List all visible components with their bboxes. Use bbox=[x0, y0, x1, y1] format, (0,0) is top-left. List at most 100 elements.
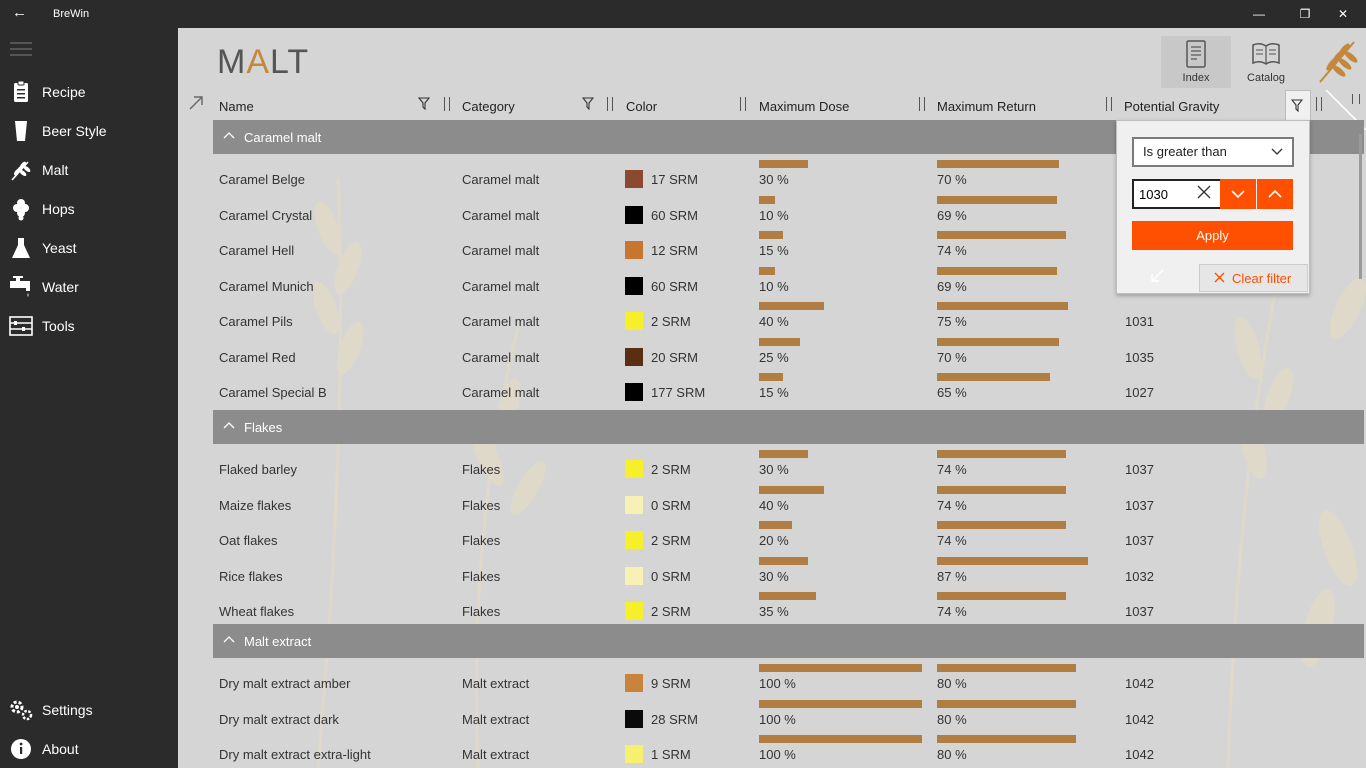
dose-bar bbox=[759, 485, 824, 494]
cell-category: Malt extract bbox=[462, 747, 530, 762]
cell-maximum-dose: 15 % bbox=[759, 385, 789, 400]
cell-maximum-dose: 20 % bbox=[759, 533, 789, 548]
back-arrow-icon[interactable]: ← bbox=[12, 4, 27, 21]
column-header-maximum-return[interactable]: Maximum Return bbox=[931, 90, 1118, 120]
table-row[interactable]: Caramel Red Caramel malt 20 SRM 25 % 70 % 103… bbox=[213, 332, 1364, 367]
cell-maximum-dose: 25 % bbox=[759, 349, 789, 365]
collapse-arrow-icon[interactable] bbox=[1149, 268, 1165, 284]
close-button[interactable]: ✕ bbox=[1337, 7, 1349, 21]
catalog-button[interactable]: Catalog bbox=[1231, 36, 1301, 88]
column-resize-handle[interactable] bbox=[607, 97, 613, 111]
increment-button[interactable] bbox=[1257, 179, 1293, 209]
info-icon bbox=[11, 739, 31, 759]
cell-maximum-return: 74 % bbox=[937, 462, 967, 477]
column-header-maximum-dose[interactable]: Maximum Dose bbox=[753, 90, 930, 120]
column-resize-handle[interactable] bbox=[919, 97, 925, 111]
color-swatch bbox=[625, 602, 643, 620]
clear-filter-button[interactable]: Clear filter bbox=[1199, 264, 1308, 292]
sidebar-item-about[interactable]: About bbox=[0, 729, 178, 768]
cell-category: Caramel malt bbox=[462, 243, 540, 258]
cell-name: Caramel Pils bbox=[219, 314, 293, 329]
wheat-logo-icon bbox=[1319, 41, 1358, 83]
group-label: Caramel malt bbox=[244, 130, 322, 145]
sidebar-item-beer-style[interactable]: Beer Style bbox=[0, 111, 178, 150]
cell-maximum-dose: 40 % bbox=[759, 314, 789, 329]
column-header-name[interactable]: Name bbox=[213, 90, 456, 120]
return-bar bbox=[937, 195, 1057, 204]
cell-category: Caramel malt bbox=[462, 349, 540, 365]
sidebar-item-hops[interactable]: Hops bbox=[0, 189, 178, 228]
filter-operator-dropdown[interactable]: Is greater than bbox=[1132, 137, 1294, 167]
column-resize-handle[interactable] bbox=[1316, 97, 1322, 111]
table-row[interactable]: Maize flakes Flakes 0 SRM 40 % 74 % 1037 bbox=[213, 480, 1364, 515]
sidebar: Recipe Beer Style Malt Hops Yeast Water … bbox=[0, 28, 178, 768]
sidebar-item-yeast[interactable]: Yeast bbox=[0, 228, 178, 267]
sidebar-item-settings[interactable]: Settings bbox=[0, 690, 178, 729]
return-bar bbox=[937, 160, 1059, 168]
cell-name: Caramel Special B bbox=[219, 385, 327, 400]
flask-icon bbox=[12, 238, 30, 258]
cell-name: Dry malt extract amber bbox=[219, 676, 351, 691]
chevron-up-icon[interactable] bbox=[223, 420, 235, 430]
sidebar-item-recipe[interactable]: Recipe bbox=[0, 72, 178, 111]
maximize-button[interactable]: ❐ bbox=[1299, 7, 1311, 21]
table-row[interactable]: Dry malt extract amber Malt extract 9 SRM 1… bbox=[213, 658, 1364, 693]
column-header-category[interactable]: Category bbox=[456, 90, 619, 120]
filter-icon[interactable] bbox=[418, 97, 430, 110]
color-swatch bbox=[625, 495, 643, 514]
table-row[interactable]: Dry malt extract extra-light Malt extract… bbox=[213, 729, 1364, 764]
cell-color: 17 SRM bbox=[651, 172, 698, 187]
table-row[interactable]: Caramel Special B Caramel malt 177 SRM 15 %… bbox=[213, 367, 1364, 402]
clear-input-icon[interactable] bbox=[1197, 185, 1211, 199]
scrollbar-thumb[interactable] bbox=[1359, 134, 1362, 279]
table-row[interactable]: Caramel Belge Caramel malt 17 SRM 30 % 70 % bbox=[213, 154, 1364, 189]
table-row[interactable]: Caramel Crystal Caramel malt 60 SRM 10 % 69 … bbox=[213, 190, 1364, 225]
column-header-color[interactable]: Color bbox=[620, 90, 752, 120]
sidebar-item-label: Recipe bbox=[42, 84, 86, 100]
hamburger-menu-icon[interactable] bbox=[10, 42, 32, 58]
table-row[interactable]: Oat flakes Flakes 2 SRM 20 % 74 % 1037 bbox=[213, 515, 1364, 550]
sidebar-item-label: Tools bbox=[42, 318, 75, 334]
gravity-filter-toggle[interactable] bbox=[1285, 90, 1311, 121]
chevron-down-icon bbox=[1271, 148, 1283, 155]
page-title: MALT bbox=[217, 43, 310, 81]
chevron-up-icon[interactable] bbox=[223, 130, 235, 140]
table-row[interactable]: Caramel Pils Caramel malt 2 SRM 40 % 75 % 103… bbox=[213, 296, 1364, 331]
decrement-button[interactable] bbox=[1220, 179, 1256, 209]
index-button[interactable]: Index bbox=[1161, 36, 1231, 88]
column-resize-handle[interactable] bbox=[740, 97, 746, 111]
group-header[interactable]: Malt extract bbox=[213, 624, 1364, 658]
table-row[interactable]: Rice flakes Flakes 0 SRM 30 % 87 % 1032 bbox=[213, 551, 1364, 586]
cell-color: 177 SRM bbox=[651, 385, 706, 400]
cell-name: Caramel Munich bbox=[219, 278, 314, 294]
column-header-potential-gravity[interactable]: Potential Gravity bbox=[1124, 99, 1220, 114]
dose-bar bbox=[759, 302, 824, 310]
apply-button[interactable]: Apply bbox=[1132, 221, 1293, 250]
catalog-label: Catalog bbox=[1247, 72, 1285, 84]
filter-icon[interactable] bbox=[582, 97, 594, 110]
sidebar-item-malt[interactable]: Malt bbox=[0, 150, 178, 189]
chevron-up-icon[interactable] bbox=[223, 634, 235, 644]
cell-potential-gravity: 1042 bbox=[1125, 676, 1154, 691]
minimize-button[interactable]: — bbox=[1253, 7, 1265, 21]
table-row[interactable]: Caramel Hell Caramel malt 12 SRM 15 % 74 % bbox=[213, 225, 1364, 260]
table-row[interactable]: Caramel Munich Caramel malt 60 SRM 10 % 69 % bbox=[213, 261, 1364, 296]
column-resize-handle[interactable] bbox=[1352, 94, 1360, 104]
table-row[interactable]: Dry malt extract dark Malt extract 28 SRM 1… bbox=[213, 694, 1364, 729]
table-row[interactable]: Wheat flakes Flakes 2 SRM 35 % 74 % 1037 bbox=[213, 586, 1364, 621]
cell-maximum-return: 74 % bbox=[937, 243, 967, 258]
table-row[interactable]: Flaked barley Flakes 2 SRM 30 % 74 % 1037 bbox=[213, 444, 1364, 479]
filter-value-input[interactable] bbox=[1132, 179, 1224, 209]
cell-name: Maize flakes bbox=[219, 497, 292, 513]
sidebar-item-water[interactable]: Water bbox=[0, 267, 178, 306]
column-resize-handle[interactable] bbox=[1106, 97, 1112, 111]
cell-potential-gravity: 1042 bbox=[1125, 711, 1154, 727]
sidebar-item-tools[interactable]: Tools bbox=[0, 306, 178, 345]
color-swatch bbox=[625, 312, 643, 330]
cell-category: Malt extract bbox=[462, 711, 530, 727]
dose-bar bbox=[759, 195, 775, 204]
group-header[interactable]: Flakes bbox=[213, 410, 1364, 444]
column-resize-handle[interactable] bbox=[444, 97, 450, 111]
open-book-icon bbox=[1252, 42, 1280, 65]
expand-arrow-icon[interactable] bbox=[187, 94, 205, 112]
